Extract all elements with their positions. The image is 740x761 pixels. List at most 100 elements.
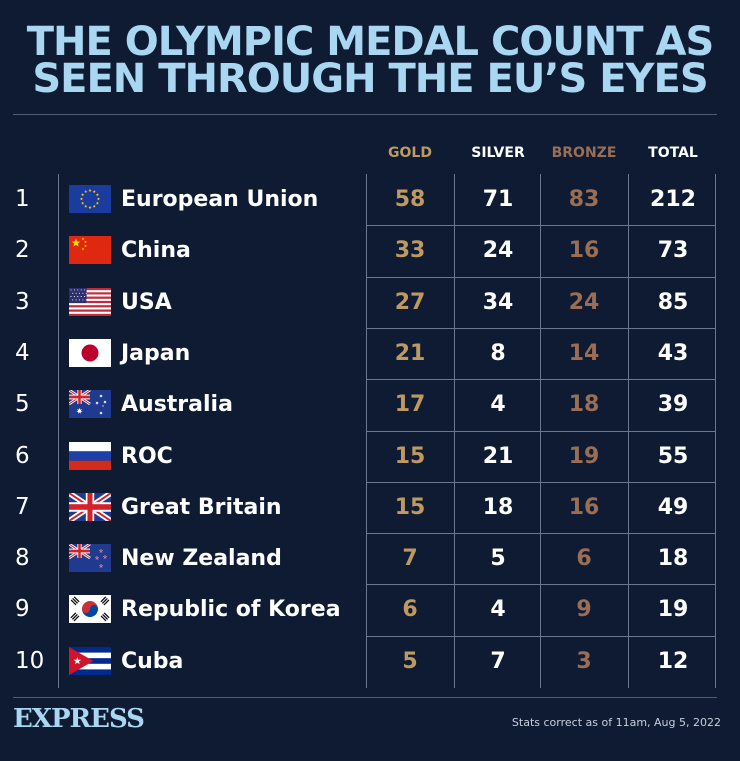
silver-count: 7 [490, 649, 506, 674]
gold-count: 21 [394, 341, 426, 366]
bronze-count: 3 [576, 649, 592, 674]
total-count: 73 [657, 238, 689, 263]
row-divider [366, 636, 716, 637]
row-divider [366, 584, 716, 585]
bronze-count: 16 [568, 238, 600, 263]
bronze-count: 14 [568, 341, 600, 366]
country-name: Republic of Korea [121, 597, 341, 622]
rank-cell: 3 [15, 289, 30, 315]
bronze-count: 6 [576, 546, 592, 571]
table-row: 9 Republic of Korea 6 4 9 19 [0, 584, 740, 635]
silver-count: 18 [482, 495, 514, 520]
rank-cell: 9 [15, 596, 30, 622]
eu-flag-icon [69, 185, 111, 213]
bronze-count: 9 [576, 597, 592, 622]
silver-count: 5 [490, 546, 506, 571]
cuba-flag-icon [69, 647, 111, 675]
uk-flag-icon [69, 493, 111, 521]
gold-count: 58 [394, 187, 426, 212]
silver-column-header: SILVER [471, 145, 525, 161]
gold-count: 15 [394, 495, 426, 520]
total-count: 12 [657, 649, 689, 674]
total-count: 85 [657, 290, 689, 315]
top-divider [13, 114, 717, 115]
rank-divider [58, 174, 59, 688]
gold-column-header: GOLD [388, 145, 432, 161]
total-count: 212 [650, 187, 696, 212]
bottom-divider [13, 697, 717, 698]
rank-cell: 1 [15, 186, 30, 212]
total-count: 18 [657, 546, 689, 571]
title-line-1: THE OLYMPIC MEDAL COUNT AS [26, 19, 715, 65]
table-row: 2 China 33 24 16 73 [0, 225, 740, 276]
bronze-column-header: BRONZE [551, 145, 617, 161]
country-name: Australia [121, 392, 233, 417]
silver-count: 4 [490, 392, 506, 417]
table-row: 1 European Union 58 71 83 212 [0, 174, 740, 225]
country-name: Japan [121, 341, 191, 366]
rank-cell: 4 [15, 340, 30, 366]
japan-flag-icon [69, 339, 111, 367]
rank-cell: 7 [15, 494, 30, 520]
total-count: 55 [657, 444, 689, 469]
total-count: 19 [657, 597, 689, 622]
korea-flag-icon [69, 595, 111, 623]
stats-footnote: Stats correct as of 11am, Aug 5, 2022 [511, 716, 721, 729]
country-name: ROC [121, 444, 173, 469]
rank-cell: 5 [15, 391, 30, 417]
table-row: 3 USA 27 34 24 85 [0, 277, 740, 328]
row-divider [366, 277, 716, 278]
express-logo: EXPRESS [13, 704, 145, 734]
silver-count: 34 [482, 290, 514, 315]
bronze-count: 18 [568, 392, 600, 417]
total-count: 43 [657, 341, 689, 366]
australia-flag-icon [69, 390, 111, 418]
gold-count: 6 [402, 597, 418, 622]
row-divider [366, 533, 716, 534]
total-column-header: TOTAL [648, 145, 698, 161]
row-divider [366, 225, 716, 226]
country-name: New Zealand [121, 546, 282, 571]
country-name: China [121, 238, 191, 263]
new-zealand-flag-icon [69, 544, 111, 572]
rank-cell: 2 [15, 237, 30, 263]
silver-count: 21 [482, 444, 514, 469]
china-flag-icon [69, 236, 111, 264]
gold-count: 7 [402, 546, 418, 571]
silver-count: 71 [482, 187, 514, 212]
country-name: Cuba [121, 649, 184, 674]
table-row: 8 New Zealand 7 5 6 18 [0, 533, 740, 584]
silver-count: 8 [490, 341, 506, 366]
gold-count: 15 [394, 444, 426, 469]
row-divider [366, 328, 716, 329]
row-divider [366, 431, 716, 432]
gold-count: 17 [394, 392, 426, 417]
table-row: 5 Australia 17 4 18 39 [0, 379, 740, 430]
title-line-2: SEEN THROUGH THE EU’S EYES [32, 56, 708, 102]
gold-count: 5 [402, 649, 418, 674]
country-name: Great Britain [121, 495, 282, 520]
rank-cell: 10 [15, 648, 45, 674]
country-name: USA [121, 290, 172, 315]
row-divider [366, 482, 716, 483]
page-title: THE OLYMPIC MEDAL COUNT AS SEEN THROUGH … [0, 19, 740, 102]
silver-count: 4 [490, 597, 506, 622]
table-row: 6 ROC 15 21 19 55 [0, 431, 740, 482]
usa-flag-icon [69, 288, 111, 316]
table-row: 7 Great Britain 15 18 16 49 [0, 482, 740, 533]
row-divider [366, 379, 716, 380]
russia-flag-icon [69, 442, 111, 470]
silver-count: 24 [482, 238, 514, 263]
gold-count: 27 [394, 290, 426, 315]
bronze-count: 19 [568, 444, 600, 469]
rank-cell: 6 [15, 443, 30, 469]
country-name: European Union [121, 187, 319, 212]
total-count: 39 [657, 392, 689, 417]
bronze-count: 83 [568, 187, 600, 212]
table-row: 10 Cuba 5 7 3 12 [0, 636, 740, 687]
rank-cell: 8 [15, 545, 30, 571]
gold-count: 33 [394, 238, 426, 263]
bronze-count: 16 [568, 495, 600, 520]
total-count: 49 [657, 495, 689, 520]
